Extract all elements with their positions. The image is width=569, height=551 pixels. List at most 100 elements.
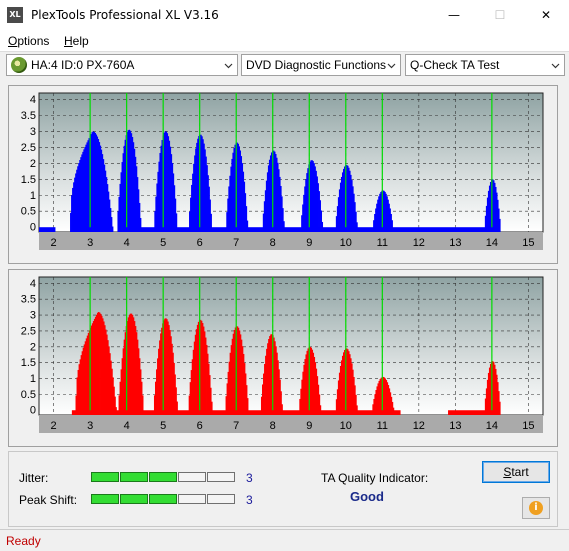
histogram-bar xyxy=(239,150,241,232)
histogram-bar xyxy=(280,185,282,232)
histogram-bar xyxy=(498,391,500,415)
histogram-bar xyxy=(241,163,244,232)
histogram-bar xyxy=(350,174,352,232)
histogram-bar xyxy=(316,376,319,415)
x-axis-band xyxy=(39,232,543,250)
histogram-bar xyxy=(153,395,156,415)
x-tick-label: 10 xyxy=(340,237,352,249)
histogram-bar xyxy=(352,186,354,232)
histogram-bar xyxy=(206,344,208,415)
histogram-bar xyxy=(120,369,123,415)
histogram-bar xyxy=(90,325,93,415)
histogram-bar xyxy=(338,372,341,415)
start-accel: S xyxy=(503,465,512,479)
x-tick-label: 14 xyxy=(486,237,498,249)
histogram-bar xyxy=(236,142,238,232)
chevron-down-icon xyxy=(387,63,396,69)
histogram-bar xyxy=(201,136,203,232)
histogram-bar xyxy=(78,163,80,232)
histogram-bar xyxy=(88,138,90,232)
histogram-bar xyxy=(165,131,168,232)
histogram-bar xyxy=(350,358,352,415)
histogram-bar xyxy=(386,196,388,232)
histogram-bar xyxy=(210,213,212,232)
histogram-bar xyxy=(166,133,169,232)
y-tick-label: 1.5 xyxy=(21,357,36,369)
histogram-bar xyxy=(86,142,88,232)
histogram-bar xyxy=(195,148,197,232)
histogram-bar xyxy=(319,200,321,232)
histogram-bar xyxy=(77,369,79,415)
histogram-bar xyxy=(373,398,375,415)
histogram-bar xyxy=(160,145,162,232)
histogram-bar xyxy=(299,398,301,415)
histogram-bar xyxy=(304,186,306,232)
histogram-bar xyxy=(377,383,379,415)
histogram-bar xyxy=(171,163,174,232)
histogram-bar xyxy=(312,161,314,232)
x-tick-label: 14 xyxy=(486,420,498,432)
jitter-meter xyxy=(91,472,235,482)
menu-help[interactable]: Help xyxy=(64,34,89,48)
menu-options[interactable]: Options xyxy=(8,34,49,48)
histogram-bar xyxy=(486,197,489,232)
histogram-bar xyxy=(353,376,355,415)
histogram-bar xyxy=(264,190,267,232)
histogram-bar xyxy=(106,184,109,232)
histogram-bar xyxy=(100,313,102,415)
histogram-bar xyxy=(304,359,306,415)
peak-shift-label: Peak Shift: xyxy=(19,493,78,507)
test-select[interactable]: Q-Check TA Test xyxy=(405,54,565,76)
histogram-bar xyxy=(198,135,200,232)
histogram-bar xyxy=(104,170,107,232)
histogram-bar xyxy=(496,192,498,232)
info-button[interactable]: i xyxy=(522,497,550,519)
histogram-bar xyxy=(119,381,121,415)
histogram-bar xyxy=(194,155,196,232)
histogram-bar xyxy=(279,176,281,232)
histogram-bar xyxy=(282,208,284,232)
histogram-bar xyxy=(76,169,78,232)
histogram-bar xyxy=(188,395,191,415)
jitter-label: Jitter: xyxy=(19,471,49,485)
histogram-bar xyxy=(172,352,174,415)
histogram-bar xyxy=(344,349,346,415)
histogram-bar xyxy=(122,348,125,415)
histogram-bar xyxy=(160,333,162,415)
histogram-bar xyxy=(273,150,275,232)
function-select[interactable]: DVD Diagnostic Functions xyxy=(241,54,401,76)
histogram-bar xyxy=(343,168,345,232)
histogram-bar xyxy=(493,180,495,232)
histogram-bar xyxy=(134,156,137,232)
y-tick-label: 0.5 xyxy=(21,206,36,218)
histogram-bar xyxy=(243,363,246,415)
drive-select[interactable]: HA:4 ID:0 PX-760A xyxy=(6,54,238,76)
histogram-bar xyxy=(243,181,246,232)
histogram-bar xyxy=(487,372,490,415)
histogram-bar xyxy=(351,180,353,232)
x-tick-label: 4 xyxy=(124,420,130,432)
histogram-bar xyxy=(161,327,163,415)
histogram-bar xyxy=(311,160,313,232)
histogram-bar xyxy=(200,134,202,232)
histogram-bar xyxy=(80,355,83,415)
histogram-bar xyxy=(386,382,389,415)
histogram-bar xyxy=(240,156,243,232)
histogram-bar xyxy=(94,132,97,232)
histogram-bar xyxy=(204,149,206,232)
minimize-button[interactable]: — xyxy=(448,8,460,22)
histogram-bar xyxy=(273,337,275,415)
maximize-button[interactable]: ☐ xyxy=(494,8,506,22)
histogram-bar xyxy=(310,347,312,415)
drive-select-value: HA:4 ID:0 PX-760A xyxy=(31,58,135,72)
histogram-bar xyxy=(245,206,248,232)
close-button[interactable]: ✕ xyxy=(540,8,552,22)
histogram-bar xyxy=(210,387,212,415)
histogram-bar xyxy=(129,130,132,232)
histogram-bar xyxy=(277,360,279,415)
histogram-bar xyxy=(71,195,73,232)
histogram-bar xyxy=(234,327,237,415)
histogram-bar xyxy=(85,338,88,415)
histogram-bar xyxy=(388,388,391,415)
